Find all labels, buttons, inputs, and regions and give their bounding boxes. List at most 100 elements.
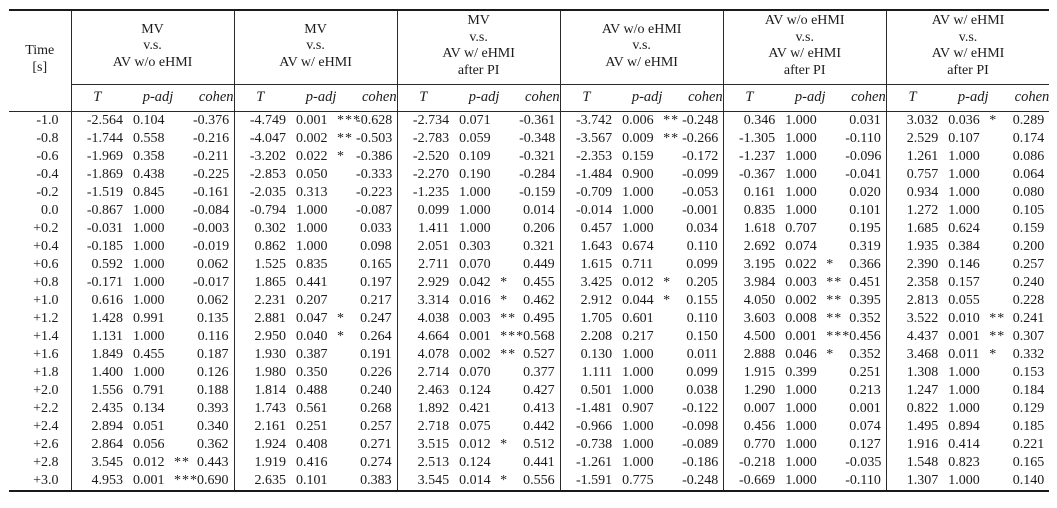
cohen-d-cell: 0.205 xyxy=(686,274,718,290)
significance-stars xyxy=(823,130,845,148)
significance-stars xyxy=(334,472,356,491)
t-value-cell: 0.302 xyxy=(233,219,287,238)
significance-stars: ** xyxy=(663,130,680,146)
cohen-d-cell: 0.456 xyxy=(849,328,881,344)
t-value-cell: -1.591 xyxy=(559,471,613,491)
time-cell: -0.6 xyxy=(36,148,59,164)
p-adj-cell: 1.000 xyxy=(296,220,328,236)
time-cell: +0.2 xyxy=(33,220,59,236)
t-value-cell: 1.525 xyxy=(233,255,287,274)
cohen-d-cell: -0.035 xyxy=(845,454,882,470)
cohen-d-cell: 0.153 xyxy=(1012,364,1045,380)
significance-stars xyxy=(660,238,682,256)
p-adj-cell: 0.071 xyxy=(449,110,498,130)
t-value-cell: 1.935 xyxy=(885,237,939,256)
significance-stars xyxy=(660,328,682,346)
p-adj-cell: 0.791 xyxy=(133,382,165,398)
t-value-cell: 1.814 xyxy=(233,381,287,400)
t-value-cell: 1.865 xyxy=(233,273,287,292)
stat-column-header-p-adj: p-adj xyxy=(794,89,826,105)
t-value-cell: -0.218 xyxy=(722,453,776,472)
time-cell: +2.8 xyxy=(33,454,59,470)
cohen-d-cell: 0.568 xyxy=(523,328,555,344)
time-cell: -1.0 xyxy=(9,110,71,130)
stat-column-header-t: T xyxy=(722,84,776,111)
significance-stars xyxy=(171,110,193,130)
significance-stars xyxy=(986,274,1008,292)
cohen-d-cell: 0.099 xyxy=(686,256,718,272)
p-adj-cell: 0.561 xyxy=(296,400,328,416)
p-adj-cell: 1.000 xyxy=(622,202,654,218)
cohen-d-cell: 0.086 xyxy=(1012,148,1045,164)
significance-stars: *** xyxy=(500,328,525,344)
t-value-cell: 0.456 xyxy=(722,417,776,436)
p-adj-cell: 1.000 xyxy=(459,184,491,200)
cohen-d-cell: 0.140 xyxy=(1012,472,1045,488)
t-value-cell: 2.161 xyxy=(233,417,287,436)
t-value-cell: 2.894 xyxy=(70,417,123,436)
cohen-d-cell: 0.441 xyxy=(523,454,555,470)
p-adj-cell: 0.601 xyxy=(622,310,654,326)
cohen-d-cell: -0.110 xyxy=(845,130,881,146)
table-row: +2.6 2.864 0.056 0.362 1.924 0.408 0.271 3.515 0… xyxy=(9,435,1049,454)
t-value-cell: -4.047 xyxy=(233,129,287,148)
significance-stars xyxy=(171,328,193,346)
group-title-line: after PI xyxy=(783,62,826,78)
group-title-line: after PI xyxy=(947,62,989,78)
cohen-d-cell: 0.033 xyxy=(360,220,392,236)
p-adj-cell: 0.488 xyxy=(296,382,328,398)
significance-stars: *** xyxy=(174,472,198,488)
p-adj-cell: 0.003 xyxy=(785,274,817,290)
table-row: +0.4 -0.185 1.000 -0.019 0.862 1.000 0.098 2.05… xyxy=(9,237,1049,256)
p-adj-cell: 1.000 xyxy=(785,130,817,146)
significance-stars xyxy=(823,202,845,220)
cohen-d-cell: -0.110 xyxy=(845,472,881,488)
header-row-groups: Time [s] MV v.s. AV w/o eHMI MV v.s. AV w/ eHMI… xyxy=(9,10,1050,112)
p-adj-cell: 0.036 xyxy=(938,110,987,130)
cohen-d-cell: -0.122 xyxy=(682,400,719,416)
time-cell: +2.2 xyxy=(33,400,59,416)
significance-stars xyxy=(823,364,845,382)
cohen-d-cell: 0.247 xyxy=(360,310,392,326)
significance-stars xyxy=(986,184,1008,202)
t-value-cell: 2.912 xyxy=(559,291,613,310)
significance-stars xyxy=(986,202,1008,220)
t-value-cell: 1.924 xyxy=(233,435,287,454)
cohen-d-cell: -0.159 xyxy=(519,184,556,200)
t-value-cell: -2.783 xyxy=(396,129,450,148)
p-adj-cell: 1.000 xyxy=(948,166,980,182)
cohen-d-cell: 0.240 xyxy=(1012,274,1045,290)
cohen-d-cell: -0.053 xyxy=(682,184,719,200)
t-value-cell: 1.307 xyxy=(885,471,939,491)
significance-stars xyxy=(334,256,356,274)
significance-stars: * xyxy=(337,148,346,164)
time-cell: +1.0 xyxy=(33,292,59,308)
cohen-d-cell: 0.062 xyxy=(197,256,229,272)
cohen-d-cell: -0.019 xyxy=(193,238,230,254)
cohen-d-cell: -0.087 xyxy=(356,202,393,218)
significance-stars xyxy=(660,364,682,382)
cohen-d-cell: -0.361 xyxy=(519,110,561,130)
significance-stars xyxy=(334,274,356,292)
significance-stars: * xyxy=(989,346,998,362)
p-adj-cell: 0.707 xyxy=(785,220,817,236)
t-value-cell: 3.425 xyxy=(559,273,613,292)
significance-stars xyxy=(660,310,682,328)
p-adj-cell: 1.000 xyxy=(785,148,817,164)
stat-column-header-t: T xyxy=(885,84,939,111)
table-row: +1.8 1.400 1.000 0.126 1.980 0.350 0.226 2.714 0… xyxy=(9,363,1049,382)
time-cell: +1.6 xyxy=(33,346,59,362)
time-header-line: [s] xyxy=(32,59,48,75)
group-title-line: AV w/ eHMI xyxy=(931,13,1005,29)
significance-stars xyxy=(497,184,519,202)
stat-column-header-p-adj: p-adj xyxy=(631,89,663,105)
significance-stars xyxy=(171,400,193,418)
t-value-cell: 1.930 xyxy=(233,345,287,364)
t-value-cell: 1.400 xyxy=(70,363,123,382)
t-value-cell: 2.950 xyxy=(233,327,287,346)
t-value-cell: -1.237 xyxy=(722,147,776,166)
p-adj-cell: 0.040 xyxy=(296,328,328,344)
cohen-d-cell: 0.274 xyxy=(360,454,392,470)
t-value-cell: -0.014 xyxy=(559,201,613,220)
significance-stars xyxy=(823,418,845,436)
